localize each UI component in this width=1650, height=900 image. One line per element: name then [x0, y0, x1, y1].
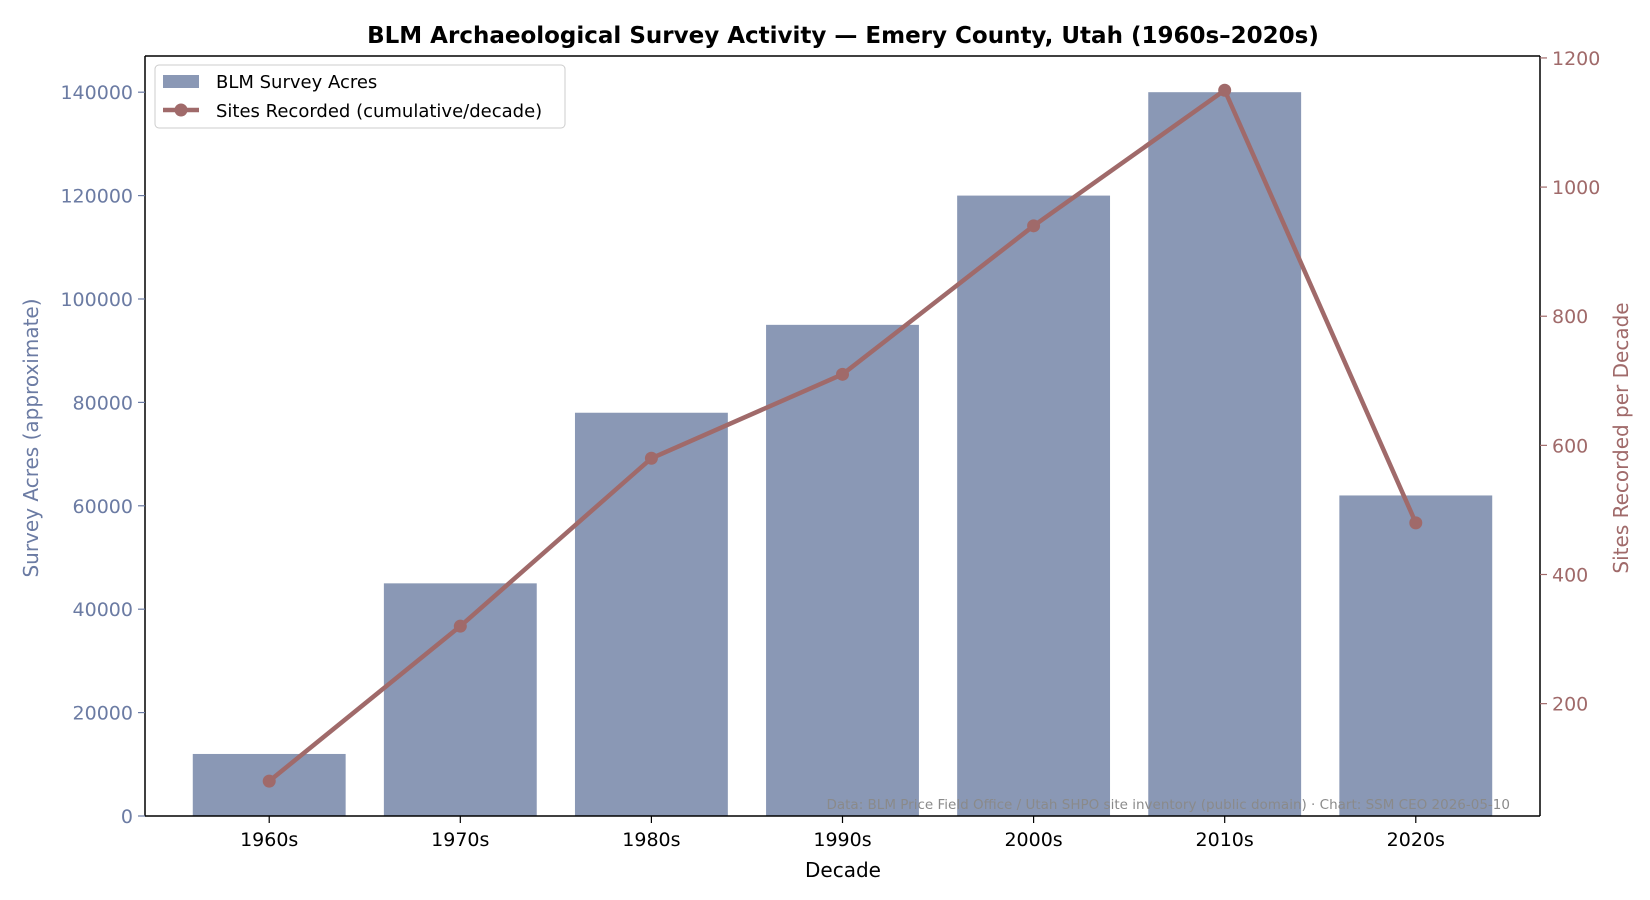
y-right-tick-label: 800: [1552, 306, 1588, 328]
bar-1990s: [766, 324, 919, 816]
legend-label-line: Sites Recorded (cumulative/decade): [216, 101, 542, 122]
bar-2020s: [1339, 495, 1493, 816]
x-tick-label: 1990s: [813, 829, 871, 851]
legend: BLM Survey Acres Sites Recorded (cumulati…: [154, 64, 566, 129]
point-1970s: [453, 619, 467, 633]
point-2010s: [1218, 83, 1232, 97]
legend-swatch-bars: [163, 75, 199, 88]
point-1980s: [644, 451, 658, 465]
x-tick-label: 1980s: [622, 829, 680, 851]
y-left-axis-label: Survey Acres (approximate): [19, 298, 43, 577]
legend-label-bars: BLM Survey Acres: [216, 72, 377, 93]
bar-series: [192, 92, 1493, 816]
y-left-tick-label: 60000: [73, 496, 133, 518]
y-left-tick-label: 80000: [73, 392, 133, 414]
y-right-axis-label: Sites Recorded per Decade: [1609, 302, 1633, 573]
point-2000s: [1027, 219, 1041, 233]
y-left-tick-label: 140000: [60, 82, 133, 104]
source-note: Data: BLM Price Field Office / Utah SHPO…: [826, 797, 1510, 813]
y-left-tick-label: 40000: [73, 599, 133, 621]
bar-2000s: [957, 195, 1111, 816]
y-right-tick-label: 400: [1552, 565, 1588, 587]
y-left-tick-label: 0: [121, 806, 133, 828]
legend-swatch-marker: [174, 103, 188, 117]
y-left-tick-label: 120000: [60, 186, 133, 208]
y-left-tick-label: 100000: [60, 289, 133, 311]
line-series: [262, 83, 1423, 788]
x-tick-label: 1970s: [431, 829, 489, 851]
bar-1980s: [574, 412, 728, 816]
axes: 1960s 1970s 1980s 1990s 2000s 2010s 2020s 0 2000…: [60, 48, 1600, 851]
point-1990s: [836, 367, 849, 381]
y-right-tick-label: 600: [1552, 435, 1588, 457]
point-2020s: [1409, 516, 1423, 530]
point-1960s: [262, 774, 276, 788]
x-axis-label: Decade: [805, 858, 881, 882]
y-left-tick-label: 20000: [73, 703, 133, 725]
bar-1970s: [383, 583, 537, 816]
x-tick-label: 1960s: [240, 829, 298, 851]
x-tick-label: 2010s: [1196, 829, 1254, 851]
y-right-tick-label: 200: [1552, 694, 1588, 716]
chart-title: BLM Archaeological Survey Activity — Eme…: [367, 23, 1319, 49]
legend-box: [154, 64, 566, 129]
y-right-tick-label: 1200: [1552, 48, 1600, 70]
bar-2010s: [1148, 92, 1302, 816]
x-tick-label: 2020s: [1387, 829, 1445, 851]
x-tick-label: 2000s: [1004, 829, 1062, 851]
y-right-tick-label: 1000: [1552, 177, 1600, 199]
